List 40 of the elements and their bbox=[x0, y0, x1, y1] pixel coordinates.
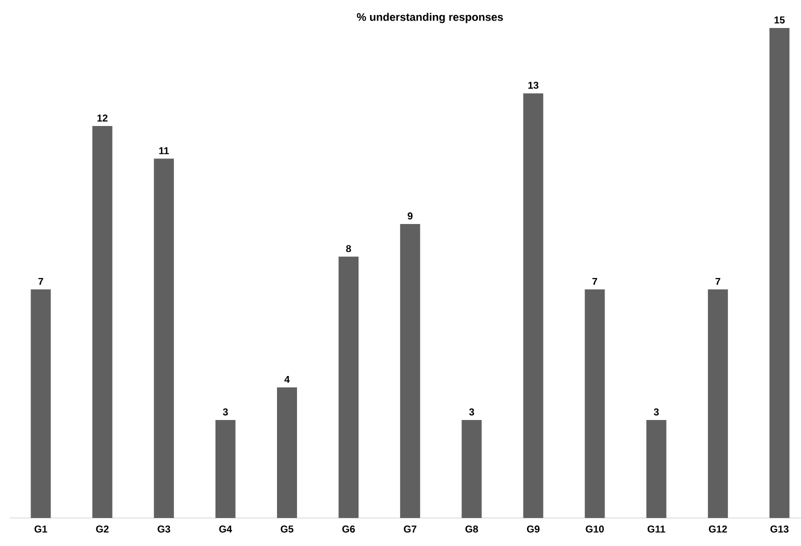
data-label: 7 bbox=[716, 278, 720, 285]
x-tick-label: G3 bbox=[158, 526, 170, 533]
x-tick-label: G10 bbox=[586, 526, 604, 533]
data-label: 7 bbox=[592, 278, 598, 285]
x-tick-label: G7 bbox=[404, 526, 416, 533]
x-tick-label: G9 bbox=[526, 526, 540, 533]
bar bbox=[215, 420, 236, 518]
chart-title: % understanding responses bbox=[356, 12, 503, 24]
bar bbox=[277, 387, 298, 518]
bar bbox=[769, 28, 790, 518]
bar bbox=[462, 420, 482, 518]
bar bbox=[338, 256, 359, 518]
data-label: 7 bbox=[38, 278, 44, 285]
bar bbox=[584, 289, 605, 518]
data-label: 11 bbox=[159, 147, 169, 154]
bar bbox=[708, 289, 728, 518]
x-tick-label: G1 bbox=[34, 526, 48, 533]
bar bbox=[523, 93, 544, 518]
x-tick-label: G5 bbox=[280, 526, 294, 533]
data-label: 15 bbox=[774, 16, 785, 24]
data-label: 3 bbox=[469, 408, 474, 416]
data-label: 9 bbox=[408, 212, 413, 220]
x-tick-label: G2 bbox=[96, 526, 109, 533]
bar bbox=[92, 126, 112, 518]
bar bbox=[400, 224, 420, 518]
x-tick-label: G8 bbox=[465, 526, 478, 533]
bar bbox=[154, 158, 174, 518]
x-tick-label: G4 bbox=[219, 526, 232, 533]
data-label: 13 bbox=[528, 82, 538, 89]
bar bbox=[646, 420, 666, 518]
data-label: 8 bbox=[346, 245, 352, 252]
x-tick-label: G11 bbox=[648, 526, 666, 533]
x-tick-label: G13 bbox=[770, 526, 789, 533]
data-label: 4 bbox=[284, 376, 290, 383]
bar bbox=[30, 289, 51, 518]
data-label: 3 bbox=[222, 408, 228, 416]
x-tick-label: G12 bbox=[708, 526, 727, 533]
data-label: 3 bbox=[654, 408, 659, 416]
x-tick-label: G6 bbox=[342, 526, 355, 533]
data-label: 12 bbox=[97, 114, 108, 122]
